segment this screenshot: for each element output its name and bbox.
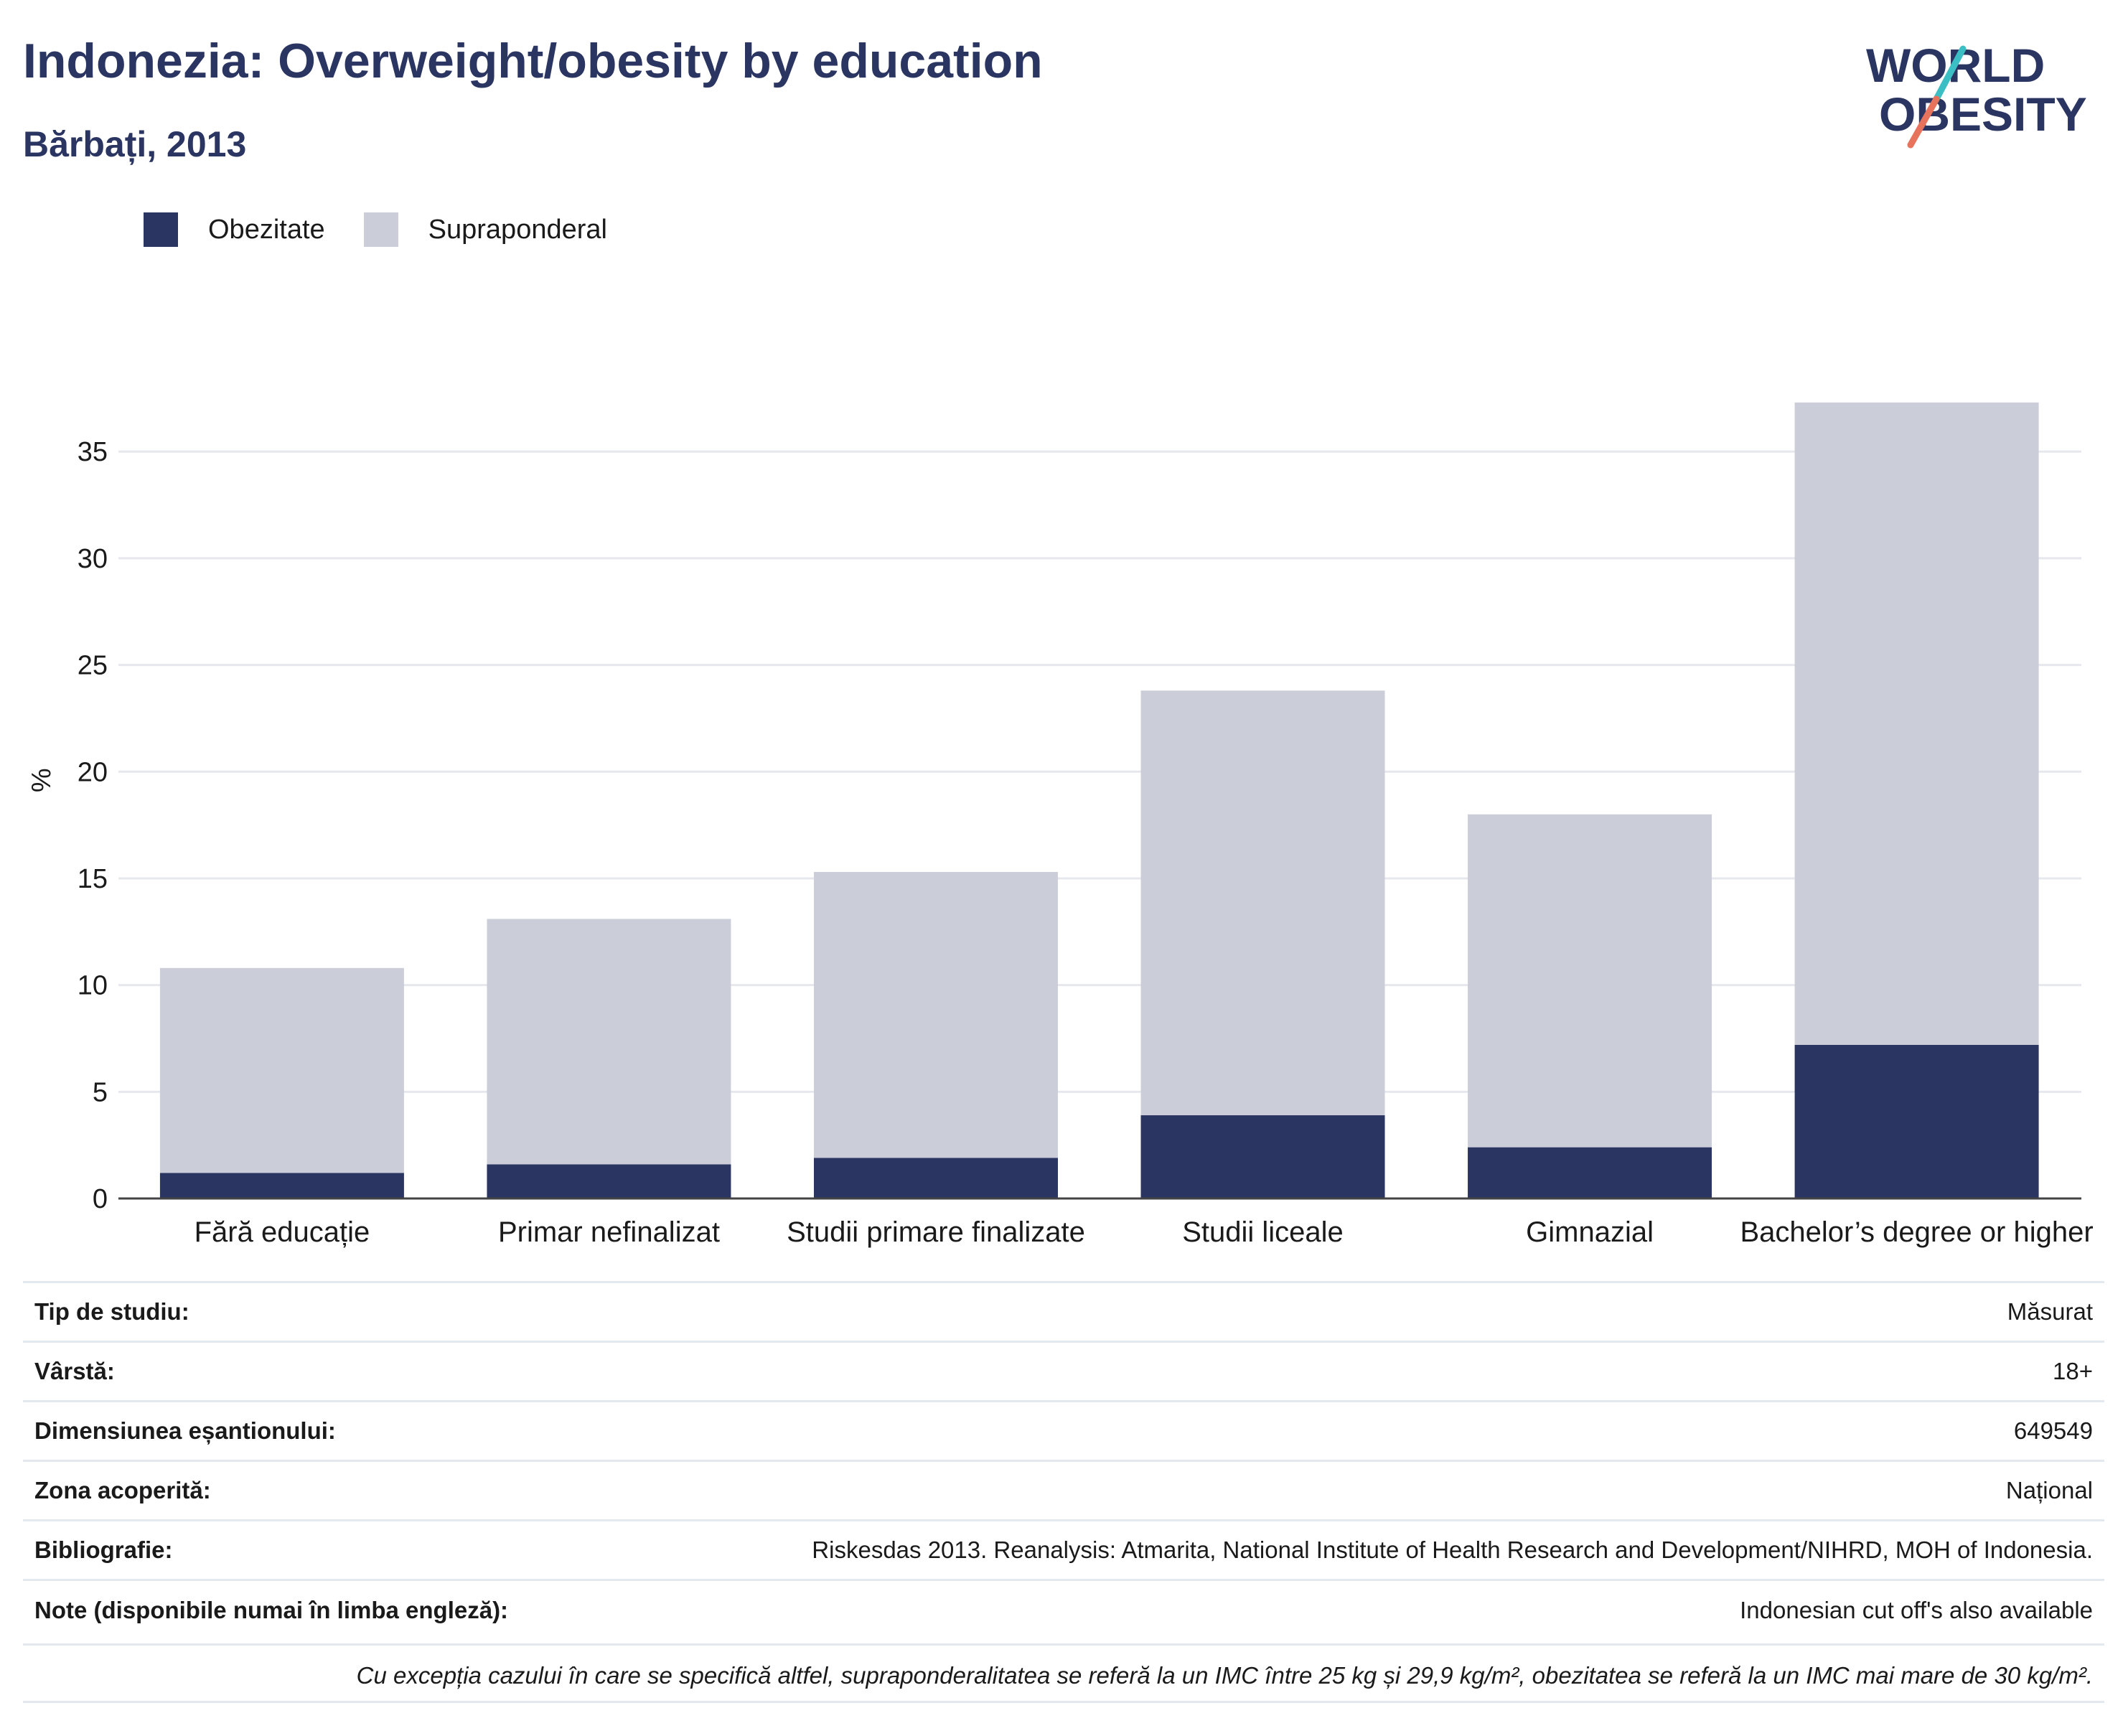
y-tick-label: 15 bbox=[78, 864, 108, 894]
y-tick-label: 10 bbox=[78, 971, 108, 1001]
x-category-label: Primar nefinalizat bbox=[498, 1216, 720, 1248]
bar-overweight[interactable] bbox=[1468, 814, 1712, 1148]
bar-overweight[interactable] bbox=[1794, 402, 2039, 1045]
chart-subtitle: Bărbați, 2013 bbox=[23, 124, 247, 164]
y-tick-label: 20 bbox=[78, 757, 108, 787]
bar-obesity[interactable] bbox=[159, 1173, 404, 1198]
bar-overweight[interactable] bbox=[487, 919, 731, 1165]
info-table: Tip de studiu: Măsurat Vârstă: 18+ Dimen… bbox=[23, 1281, 2104, 1640]
bar-obesity[interactable] bbox=[1468, 1147, 1712, 1198]
x-category-label: Studii liceale bbox=[1182, 1216, 1344, 1248]
info-key: Tip de studiu: bbox=[34, 1298, 189, 1325]
legend-swatch-obesity bbox=[144, 212, 178, 247]
info-row-notes: Note (disponibile numai în limba engleză… bbox=[23, 1580, 2104, 1640]
info-key: Bibliografie: bbox=[34, 1536, 173, 1563]
info-key: Note (disponibile numai în limba engleză… bbox=[34, 1596, 509, 1623]
legend-label-overweight: Supraponderal bbox=[428, 214, 607, 245]
logo-slash-bottom bbox=[1907, 95, 1940, 149]
bar-obesity[interactable] bbox=[813, 1158, 1058, 1199]
y-tick-label: 25 bbox=[78, 651, 108, 681]
info-row-sample-size: Dimensiunea eșantionului: 649549 bbox=[23, 1401, 2104, 1461]
info-key: Vârstă: bbox=[34, 1358, 115, 1384]
legend-swatch-overweight bbox=[363, 212, 398, 247]
legend-label-obesity: Obezitate bbox=[208, 214, 325, 245]
y-tick-label: 5 bbox=[93, 1077, 108, 1107]
info-key: Zona acoperită: bbox=[34, 1477, 211, 1503]
info-value: 18+ bbox=[2053, 1358, 2093, 1384]
info-value: Național bbox=[2005, 1477, 2093, 1503]
x-category-label: Fără educație bbox=[195, 1216, 370, 1248]
bar-obesity[interactable] bbox=[487, 1164, 731, 1198]
logo-slash-top bbox=[1933, 45, 1967, 103]
info-row-study-type: Tip de studiu: Măsurat bbox=[23, 1282, 2104, 1342]
y-axis-label: % bbox=[27, 768, 57, 792]
info-row-bibliography: Bibliografie: Riskesdas 2013. Reanalysis… bbox=[23, 1520, 2104, 1580]
definition-footnote: Cu excepția cazului în care se specifică… bbox=[23, 1643, 2104, 1703]
info-value: Indonesian cut off's also available bbox=[1740, 1596, 2093, 1623]
y-tick-label: 30 bbox=[78, 544, 108, 574]
logo-line2: OBESITY bbox=[1879, 88, 2087, 141]
info-value: Măsurat bbox=[2007, 1298, 2093, 1325]
x-category-label: Gimnazial bbox=[1526, 1216, 1654, 1248]
info-value: 649549 bbox=[2013, 1417, 2093, 1444]
info-row-age: Vârstă: 18+ bbox=[23, 1341, 2104, 1402]
bar-overweight[interactable] bbox=[813, 872, 1058, 1158]
bar-overweight[interactable] bbox=[1140, 690, 1385, 1116]
bar-chart: 0 5 10 15 20 25 30 35% Fără educație Primar nefin… bbox=[27, 402, 2094, 1248]
y-tick-label: 0 bbox=[93, 1184, 108, 1214]
bar-obesity[interactable] bbox=[1140, 1115, 1385, 1198]
legend-item-overweight[interactable]: Supraponderal bbox=[363, 212, 607, 247]
bar-obesity[interactable] bbox=[1794, 1044, 2039, 1198]
x-category-label: Bachelor’s degree or higher bbox=[1740, 1216, 2093, 1248]
info-value: Riskesdas 2013. Reanalysis: Atmarita, Na… bbox=[812, 1536, 2093, 1563]
info-row-coverage: Zona acoperită: Național bbox=[23, 1460, 2104, 1521]
chart-legend: Obezitate Supraponderal bbox=[144, 212, 646, 247]
chart-title: Indonezia: Overweight/obesity by educati… bbox=[23, 34, 1043, 88]
y-tick-label: 35 bbox=[78, 437, 108, 467]
info-key: Dimensiunea eșantionului: bbox=[34, 1417, 336, 1444]
world-obesity-logo: WORLD OBESITY bbox=[1866, 39, 2087, 149]
bar-overweight[interactable] bbox=[159, 967, 404, 1173]
legend-item-obesity[interactable]: Obezitate bbox=[144, 212, 325, 247]
x-category-label: Studii primare finalizate bbox=[787, 1216, 1085, 1248]
